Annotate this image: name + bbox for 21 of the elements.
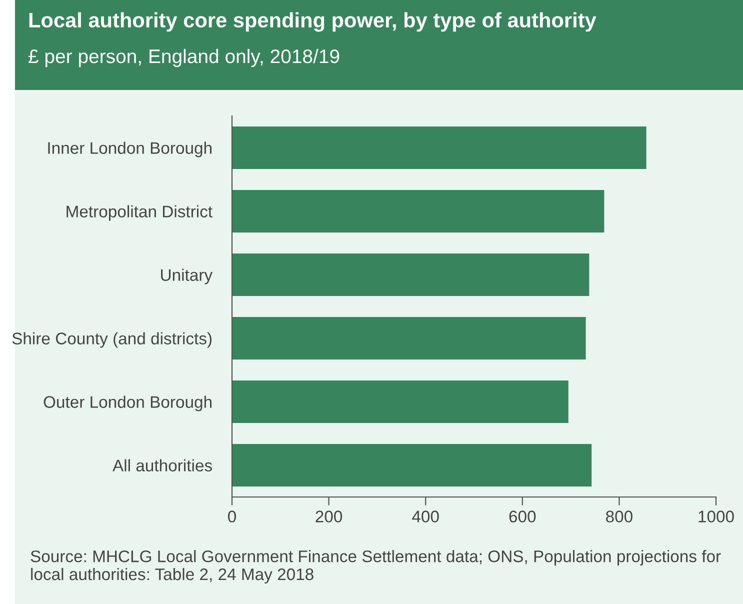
bar [232,444,592,487]
y-tick-label: Inner London Borough [48,142,212,158]
chart-subtitle: £ per person, England only, 2018/19 [28,48,340,68]
chart-title: Local authority core spending power, by type of authority [29,12,596,32]
bar [232,316,586,360]
x-tick-label: 1000 [698,510,734,522]
x-tick-label: 400 [412,510,439,522]
y-tick-label: Unitary [161,268,213,284]
bar [232,253,590,296]
x-tick-label: 0 [228,510,236,522]
y-tick-label: All authorities [112,459,212,472]
x-tick-label: 200 [316,510,342,522]
y-tick-label: Outer London Borough [44,396,212,412]
bar [232,126,646,170]
y-tick-label: Metropolitan District [66,205,212,221]
x-tick-label: 800 [606,510,632,522]
y-tick-label: Shire County (and districts) [12,332,212,348]
bar [232,190,604,233]
x-tick-label: 600 [509,510,536,522]
source-note: Source: MHCLG Local Government Finance Settlement data; ONS, Population projections for local authorities: Table 2, 24 May 2018 [30,550,721,584]
bar [232,380,568,424]
